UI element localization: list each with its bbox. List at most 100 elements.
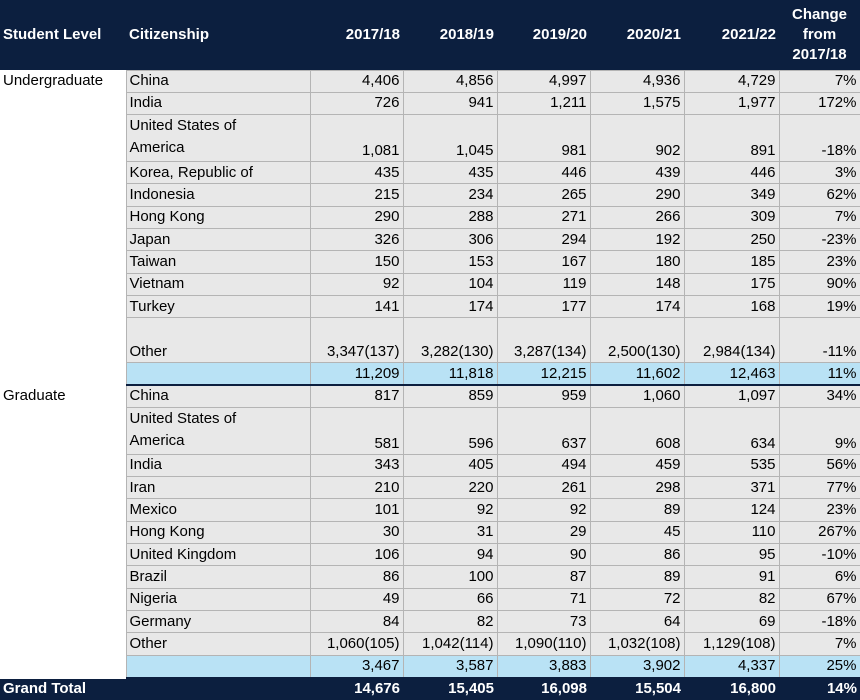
table-row: Turkey 141 174 177 174 168 19%	[0, 295, 860, 319]
grand-total-value: 16,800	[684, 677, 779, 700]
table-row: Other 3,347(137) 3,282(130) 3,287(134) 2,500…	[0, 317, 860, 364]
value-cell: 298	[589, 476, 685, 500]
table-row: Graduate China 817 859 959 1,060 1,097 34%	[0, 384, 860, 678]
change-cell: 6%	[778, 565, 860, 589]
value-cell: 168	[683, 295, 780, 319]
value-cell: 234	[402, 183, 498, 207]
value-cell: 220	[402, 476, 498, 500]
value-cell: 1,032(108)	[589, 632, 685, 656]
change-cell: 3%	[778, 161, 860, 185]
value-cell: 185	[683, 250, 780, 274]
value-cell: 64	[589, 610, 685, 634]
change-cell: 172%	[778, 91, 860, 116]
student-level-label: Graduate	[0, 384, 126, 678]
grand-total-change: 14%	[779, 677, 860, 700]
citizenship-cell: Indonesia	[125, 183, 311, 207]
header-year: 2019/20	[497, 0, 590, 70]
subtotal-value: 12,463	[683, 362, 780, 386]
change-cell: 67%	[778, 587, 860, 612]
citizenship-cell: Mexico	[125, 498, 311, 522]
value-cell: 1,129(108)	[683, 632, 780, 656]
value-cell: 371	[683, 476, 780, 500]
citizenship-line: United States of	[129, 409, 237, 427]
value-cell: 981	[496, 114, 591, 163]
value-cell: 405	[402, 453, 498, 478]
table-row: Taiwan 150 153 167 180 185 23%	[0, 250, 860, 274]
table-row: United States of America 1,081 1,045 981 902 8…	[0, 114, 860, 163]
value-cell: 435	[402, 161, 498, 185]
change-cell: -23%	[778, 228, 860, 252]
value-cell: 177	[496, 295, 591, 319]
change-cell: 7%	[778, 69, 860, 93]
subtotal-blank-cell	[125, 654, 311, 679]
value-cell: 4,406	[309, 69, 404, 93]
subtotal-value: 3,902	[589, 654, 685, 679]
change-cell: 90%	[778, 272, 860, 297]
value-cell: 596	[402, 406, 498, 455]
value-cell: 1,977	[683, 91, 780, 116]
grand-total-value: 15,504	[590, 677, 684, 700]
header-change-line: Change	[791, 5, 847, 23]
subtotal-value: 11,209	[309, 362, 404, 386]
value-cell: 290	[589, 183, 685, 207]
value-cell: 1,081	[309, 114, 404, 163]
citizenship-cell: Germany	[125, 610, 311, 634]
value-cell: 73	[496, 610, 591, 634]
header-change: Change from 2017/18	[779, 0, 860, 70]
value-cell: 45	[589, 520, 685, 545]
value-cell: 266	[589, 205, 685, 230]
value-cell: 637	[496, 406, 591, 455]
value-cell: 72	[589, 587, 685, 612]
subtotal-value: 4,337	[683, 654, 780, 679]
value-cell: 1,045	[402, 114, 498, 163]
value-cell: 859	[402, 384, 498, 408]
value-cell: 3,347(137)	[309, 317, 404, 364]
grand-total-value: 15,405	[403, 677, 497, 700]
value-cell: 119	[496, 272, 591, 297]
value-cell: 101	[309, 498, 404, 522]
value-cell: 581	[309, 406, 404, 455]
value-cell: 941	[402, 91, 498, 116]
value-cell: 94	[402, 543, 498, 567]
change-cell: -18%	[778, 610, 860, 634]
value-cell: 261	[496, 476, 591, 500]
change-cell: 267%	[778, 520, 860, 545]
change-cell: 7%	[778, 632, 860, 656]
value-cell: 92	[402, 498, 498, 522]
value-cell: 90	[496, 543, 591, 567]
value-cell: 124	[683, 498, 780, 522]
value-cell: 29	[496, 520, 591, 545]
subtotal-value: 3,883	[496, 654, 591, 679]
change-cell: 7%	[778, 205, 860, 230]
header-citizenship: Citizenship	[126, 0, 310, 70]
table-row: Germany 84 82 73 64 69 -18%	[0, 610, 860, 634]
value-cell: 100	[402, 565, 498, 589]
value-cell: 1,097	[683, 384, 780, 408]
table-row: India 726 941 1,211 1,575 1,977 172%	[0, 91, 860, 116]
value-cell: 959	[496, 384, 591, 408]
citizenship-cell: Brazil	[125, 565, 311, 589]
value-cell: 250	[683, 228, 780, 252]
value-cell: 349	[683, 183, 780, 207]
citizenship-cell: Turkey	[125, 295, 311, 319]
table-row: Mexico 101 92 92 89 124 23%	[0, 498, 860, 522]
header-year: 2017/18	[310, 0, 403, 70]
value-cell: 91	[683, 565, 780, 589]
table-row: Other 1,060(105) 1,042(114) 1,090(110) 1,032…	[0, 632, 860, 656]
value-cell: 306	[402, 228, 498, 252]
table-row: Hong Kong 290 288 271 266 309 7%	[0, 205, 860, 230]
citizenship-cell: United States of America	[125, 114, 311, 163]
table-row: United Kingdom 106 94 90 86 95 -10%	[0, 543, 860, 567]
citizenship-cell: Hong Kong	[125, 205, 311, 230]
citizenship-cell: China	[125, 384, 311, 408]
change-cell: 23%	[778, 498, 860, 522]
table-row: Iran 210 220 261 298 371 77%	[0, 476, 860, 500]
citizenship-cell: China	[125, 69, 311, 93]
table-row: Nigeria 49 66 71 72 82 67%	[0, 587, 860, 612]
value-cell: 110	[683, 520, 780, 545]
subtotal-value: 12,215	[496, 362, 591, 386]
change-cell: 77%	[778, 476, 860, 500]
table-row: Japan 326 306 294 192 250 -23%	[0, 228, 860, 252]
citizenship-line: America	[129, 139, 185, 157]
subtotal-value: 11,818	[402, 362, 498, 386]
